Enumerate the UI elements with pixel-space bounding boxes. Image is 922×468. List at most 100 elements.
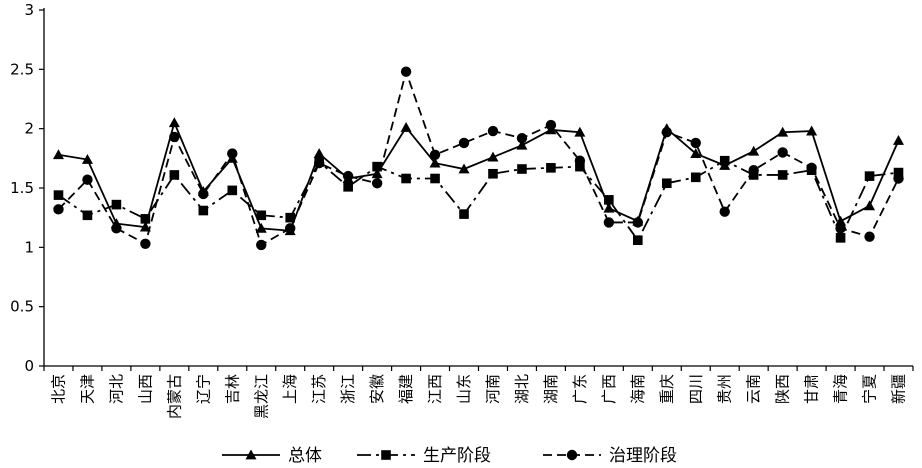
x-category-label: 海南 — [629, 374, 647, 404]
square-marker — [285, 212, 296, 223]
x-category-label: 内蒙古 — [165, 374, 183, 419]
x-category-label: 四川 — [687, 374, 705, 404]
triangle-marker — [603, 202, 615, 213]
series-line — [57, 159, 899, 242]
triangle-marker — [864, 200, 876, 211]
square-marker — [835, 233, 846, 243]
x-category-label: 江苏 — [310, 374, 328, 404]
square-marker — [343, 182, 353, 192]
circle-marker — [835, 223, 846, 234]
triangle-marker — [313, 148, 325, 158]
x-category-label: 山西 — [136, 374, 154, 404]
square-marker — [381, 450, 391, 460]
series-3 — [53, 66, 904, 251]
x-category-label: 云南 — [745, 374, 763, 404]
x-category-label: 辽宁 — [194, 374, 212, 404]
square-marker — [430, 173, 440, 184]
series-line — [57, 68, 900, 247]
square-marker — [893, 167, 904, 178]
x-category-label: 安徽 — [368, 374, 386, 404]
triangle-marker — [835, 215, 847, 226]
y-tick-label: 0 — [24, 357, 34, 375]
circle-marker — [458, 137, 470, 149]
circle-marker — [429, 149, 441, 160]
y-tick-label: 3 — [24, 1, 34, 19]
circle-marker — [777, 147, 788, 158]
circle-marker — [690, 137, 701, 149]
triangle-marker — [429, 157, 441, 168]
square-marker — [82, 210, 93, 221]
square-marker — [661, 178, 672, 189]
x-category-label: 广东 — [571, 374, 589, 404]
legend-label: 生产阶段 — [423, 446, 491, 466]
square-marker — [575, 161, 585, 172]
circle-marker — [198, 188, 209, 200]
x-category-label: 湖北 — [513, 374, 531, 404]
legend-item-2: 生产阶段 — [357, 446, 491, 466]
y-tick-label: 0.5 — [10, 298, 34, 316]
triangle-marker — [458, 163, 470, 174]
x-category-label: 新疆 — [890, 374, 908, 404]
triangle-marker — [52, 149, 64, 160]
square-marker — [719, 155, 730, 166]
triangle-marker — [516, 139, 528, 150]
square-marker — [690, 172, 701, 183]
circle-marker — [227, 148, 238, 159]
legend-label: 治理阶段 — [609, 446, 677, 466]
square-marker — [198, 205, 209, 216]
circle-marker — [111, 223, 122, 234]
triangle-marker — [806, 125, 818, 136]
circle-marker — [82, 174, 93, 185]
x-category-label: 甘肃 — [803, 374, 821, 404]
triangle-marker — [371, 168, 383, 179]
circle-marker — [719, 206, 730, 217]
x-category-label: 湖南 — [542, 374, 560, 404]
triangle-marker — [255, 222, 267, 233]
x-category-label: 天津 — [78, 374, 96, 404]
square-marker — [169, 170, 180, 180]
square-marker — [256, 210, 267, 221]
x-category-label: 陕西 — [774, 374, 792, 404]
triangle-marker — [893, 135, 905, 145]
circle-marker — [313, 157, 325, 169]
y-tick-label: 1 — [24, 238, 34, 256]
y-tick-label: 2 — [24, 120, 34, 138]
legend-item-3: 治理阶段 — [543, 446, 677, 466]
axes: 0 0.5 1 1.5 2 2.5 3 北京 天津 河北 山西 内蒙古 辽宁 吉林 黑龙江 上海 江苏 浙江 安徽福… — [10, 1, 914, 419]
square-marker — [140, 214, 151, 224]
circle-marker — [400, 66, 412, 77]
x-category-label: 宁夏 — [861, 374, 879, 404]
circle-marker — [256, 239, 267, 251]
square-marker — [546, 163, 556, 173]
triangle-marker — [168, 117, 180, 128]
circle-marker — [285, 223, 296, 234]
x-category-label: 浙江 — [339, 374, 357, 404]
series-layer — [52, 66, 905, 251]
x-category-label: 吉林 — [223, 374, 241, 404]
y-tick-label: 1.5 — [10, 179, 34, 197]
circle-marker — [748, 165, 759, 176]
square-marker — [777, 170, 788, 180]
series-2 — [53, 155, 904, 246]
circle-marker — [661, 127, 672, 138]
triangle-marker — [139, 221, 151, 232]
series-line — [58, 119, 900, 232]
x-category-label: 黑龙江 — [252, 374, 270, 419]
x-category-label: 广西 — [600, 374, 618, 404]
triangle-marker — [777, 126, 789, 137]
x-category-label: 贵州 — [716, 374, 734, 404]
series-1 — [52, 117, 905, 236]
triangle-marker — [690, 148, 702, 158]
x-category-label: 河南 — [484, 374, 502, 404]
circle-marker — [140, 238, 151, 249]
x-category-label: 重庆 — [658, 374, 676, 404]
square-marker — [111, 199, 122, 210]
circle-marker — [603, 217, 615, 228]
square-marker — [227, 185, 238, 196]
triangle-marker — [81, 154, 93, 164]
triangle-marker — [748, 145, 760, 156]
square-marker — [517, 164, 527, 174]
circle-marker — [53, 204, 64, 215]
square-marker — [633, 235, 643, 246]
